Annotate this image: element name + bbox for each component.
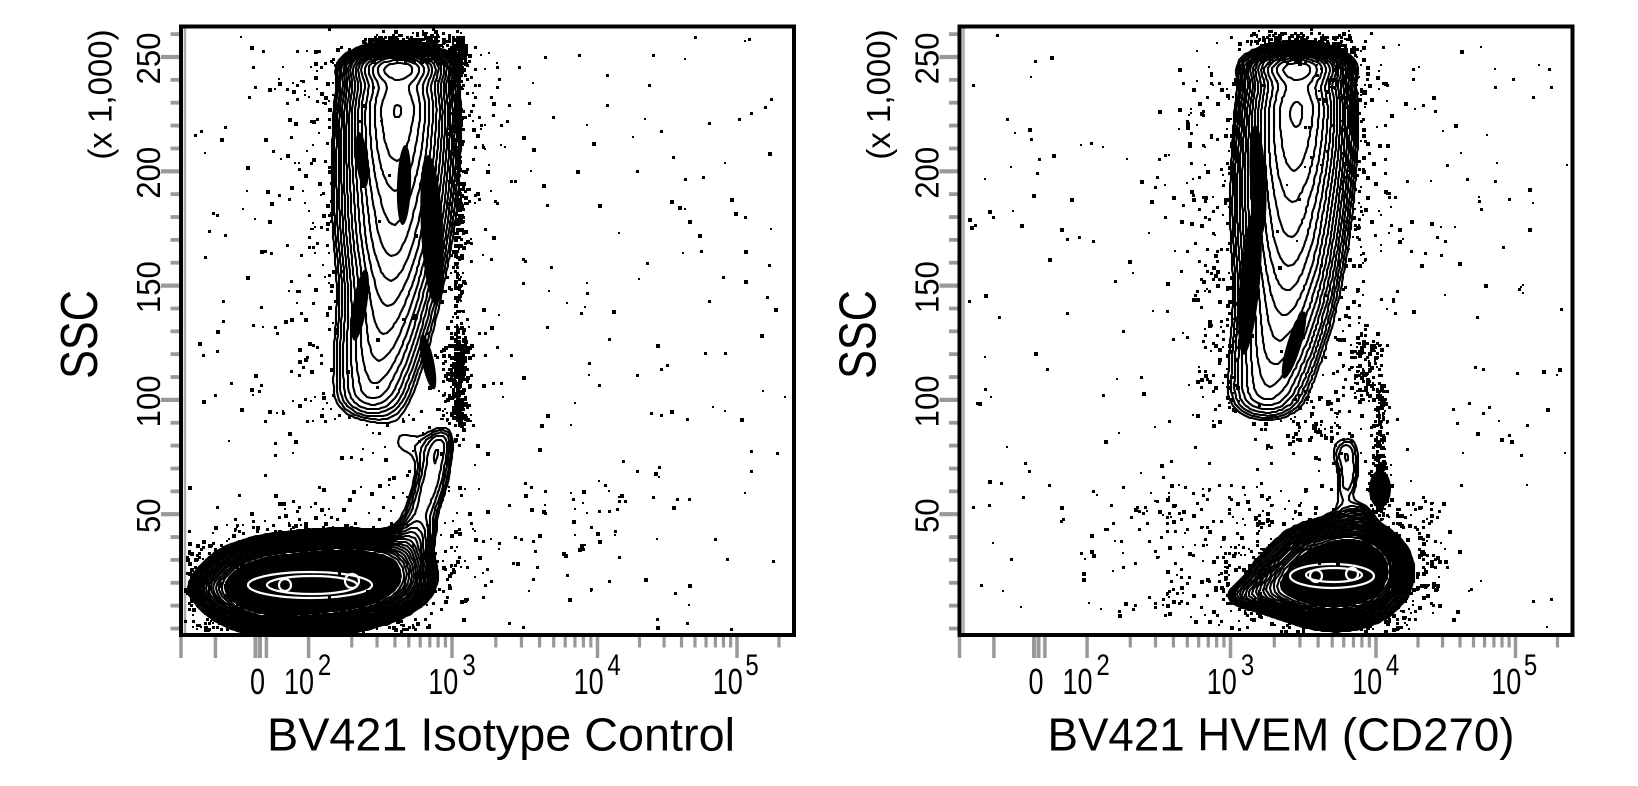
svg-text:SSC: SSC [830, 290, 888, 379]
svg-text:10: 10 [1062, 661, 1092, 702]
svg-text:5: 5 [745, 647, 758, 681]
svg-text:100: 100 [908, 375, 945, 427]
svg-text:10: 10 [1207, 661, 1237, 702]
svg-text:50: 50 [908, 498, 945, 533]
svg-text:10: 10 [1352, 661, 1382, 702]
svg-text:10: 10 [284, 661, 314, 702]
svg-text:200: 200 [130, 147, 167, 199]
svg-text:250: 250 [908, 33, 945, 85]
svg-text:BV421 Isotype Control: BV421 Isotype Control [267, 709, 735, 761]
svg-text:SSC: SSC [51, 290, 109, 379]
svg-text:50: 50 [130, 498, 167, 533]
svg-text:0: 0 [250, 661, 265, 702]
svg-text:100: 100 [130, 375, 167, 427]
svg-text:2: 2 [318, 647, 331, 681]
svg-text:150: 150 [130, 261, 167, 313]
svg-text:10: 10 [713, 661, 743, 702]
svg-text:(x 1,000): (x 1,000) [860, 29, 897, 159]
svg-text:3: 3 [1241, 647, 1254, 681]
svg-text:10: 10 [1491, 661, 1521, 702]
svg-text:(x 1,000): (x 1,000) [82, 29, 119, 159]
svg-text:200: 200 [908, 147, 945, 199]
svg-text:10: 10 [574, 661, 604, 702]
svg-text:0: 0 [1028, 661, 1043, 702]
svg-text:5: 5 [1524, 647, 1537, 681]
svg-text:150: 150 [908, 261, 945, 313]
svg-text:10: 10 [428, 661, 458, 702]
svg-text:3: 3 [462, 647, 475, 681]
svg-text:BV421 HVEM (CD270): BV421 HVEM (CD270) [1048, 709, 1515, 761]
svg-text:2: 2 [1096, 647, 1109, 681]
svg-text:250: 250 [130, 33, 167, 85]
svg-text:4: 4 [607, 647, 620, 681]
svg-text:4: 4 [1386, 647, 1399, 681]
